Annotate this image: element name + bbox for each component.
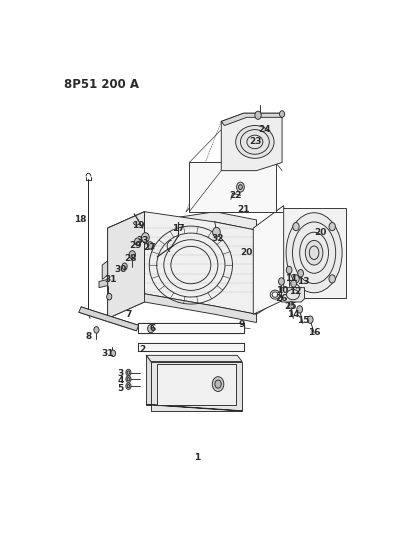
Polygon shape <box>108 212 145 318</box>
Polygon shape <box>221 113 282 126</box>
Text: 13: 13 <box>297 277 309 286</box>
Text: 29: 29 <box>130 241 142 250</box>
Circle shape <box>129 251 135 259</box>
Circle shape <box>107 293 112 300</box>
Text: 2: 2 <box>140 345 146 354</box>
Text: 7: 7 <box>125 310 132 319</box>
Polygon shape <box>108 294 256 322</box>
Text: 15: 15 <box>297 316 309 325</box>
Polygon shape <box>108 212 145 310</box>
Polygon shape <box>79 307 139 330</box>
Circle shape <box>142 232 149 243</box>
Circle shape <box>293 275 299 283</box>
Polygon shape <box>145 212 256 314</box>
Polygon shape <box>146 405 242 411</box>
Text: 23: 23 <box>249 138 262 147</box>
Text: 6: 6 <box>150 324 156 333</box>
Text: 8: 8 <box>85 333 92 341</box>
Circle shape <box>278 278 284 285</box>
Polygon shape <box>282 207 346 298</box>
Polygon shape <box>157 365 236 406</box>
Text: 16: 16 <box>308 328 320 337</box>
Text: 24: 24 <box>258 125 271 134</box>
Circle shape <box>126 383 131 390</box>
Text: 22: 22 <box>229 191 242 200</box>
Circle shape <box>286 266 292 273</box>
Circle shape <box>297 306 303 313</box>
Text: 33: 33 <box>137 236 149 245</box>
Circle shape <box>215 380 221 388</box>
Circle shape <box>212 377 224 391</box>
Polygon shape <box>99 279 108 288</box>
Circle shape <box>293 222 299 231</box>
Circle shape <box>94 327 99 333</box>
Text: 27: 27 <box>143 244 156 252</box>
Polygon shape <box>108 212 256 236</box>
Circle shape <box>280 111 285 117</box>
Text: 25: 25 <box>284 302 297 311</box>
Text: 10: 10 <box>276 286 288 295</box>
Text: 8P51 200 A: 8P51 200 A <box>64 78 140 91</box>
Ellipse shape <box>272 292 278 297</box>
Circle shape <box>255 111 261 119</box>
Text: 17: 17 <box>172 224 184 233</box>
Text: 9: 9 <box>239 320 245 329</box>
Circle shape <box>122 263 127 270</box>
Circle shape <box>126 369 131 376</box>
Circle shape <box>298 270 304 277</box>
Text: 20: 20 <box>241 248 253 257</box>
Polygon shape <box>146 356 242 361</box>
Text: 26: 26 <box>275 294 288 303</box>
Circle shape <box>288 302 294 309</box>
Text: 31: 31 <box>104 275 117 284</box>
Polygon shape <box>281 288 304 302</box>
Ellipse shape <box>305 240 323 265</box>
Polygon shape <box>138 322 244 333</box>
Text: 18: 18 <box>74 215 87 224</box>
Text: 1: 1 <box>194 454 200 463</box>
Text: 20: 20 <box>314 228 327 237</box>
Polygon shape <box>146 356 151 405</box>
Circle shape <box>127 371 130 374</box>
Text: 30: 30 <box>114 265 127 273</box>
Circle shape <box>329 275 335 283</box>
Text: 4: 4 <box>117 376 123 385</box>
Ellipse shape <box>270 290 280 299</box>
Text: 19: 19 <box>132 221 145 230</box>
Polygon shape <box>138 343 244 351</box>
Circle shape <box>127 377 130 381</box>
Circle shape <box>127 384 130 388</box>
Text: 5: 5 <box>117 384 123 393</box>
Text: 12: 12 <box>289 287 301 296</box>
Text: 3: 3 <box>117 369 123 378</box>
Polygon shape <box>151 361 242 411</box>
Text: 31: 31 <box>101 349 114 358</box>
Circle shape <box>291 280 297 287</box>
Circle shape <box>147 241 153 249</box>
Circle shape <box>329 222 335 231</box>
Circle shape <box>239 184 242 190</box>
Text: 11: 11 <box>285 273 298 282</box>
Circle shape <box>135 238 140 245</box>
Text: 32: 32 <box>211 234 224 243</box>
Polygon shape <box>253 206 284 314</box>
Circle shape <box>148 325 154 333</box>
Circle shape <box>111 350 116 357</box>
Circle shape <box>307 316 313 324</box>
Circle shape <box>237 182 244 192</box>
Polygon shape <box>102 261 108 279</box>
Polygon shape <box>221 113 282 171</box>
Text: 14: 14 <box>287 310 299 319</box>
Ellipse shape <box>236 125 274 158</box>
Text: 28: 28 <box>124 254 136 263</box>
Circle shape <box>126 376 131 383</box>
Circle shape <box>213 227 220 237</box>
Polygon shape <box>189 163 276 212</box>
Ellipse shape <box>286 213 342 293</box>
Text: 21: 21 <box>237 205 250 214</box>
